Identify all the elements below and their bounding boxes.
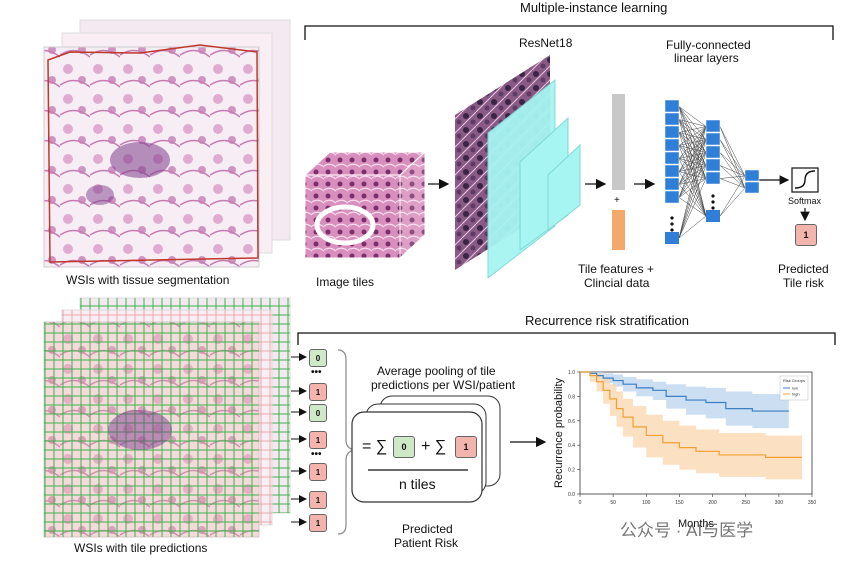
tile-ellipsis: ••• [311,449,322,460]
predicted-tile-risk-box: 1 [795,224,817,246]
fc-node [664,99,680,113]
fully-connected-layers [664,99,790,244]
fc-node [664,151,680,165]
tile-ellipsis: ••• [311,367,322,378]
km-legend-label-low: low [792,386,798,391]
fc-node [744,181,760,194]
fc-ellipsis-dot [670,222,674,226]
fc-node [705,158,721,172]
wsi-seg-label: WSIs with tissue segmentation [66,273,230,287]
formula-sum-1: = ∑ [362,438,388,455]
tile-prediction-box: 0 [309,349,327,367]
softmax-label: Softmax [788,196,822,206]
km-x-tick-label: 300 [775,500,784,506]
fc-node [664,112,680,126]
km-x-tick-label: 200 [708,500,717,506]
resnet-label: ResNet18 [519,36,573,50]
tile-arrows [291,353,307,526]
image-tiles-label: Image tiles [316,275,375,289]
km-x-tick-label: 50 [610,500,616,506]
clinical-data-vector [612,210,625,250]
km-x-tick-label: 250 [742,500,751,506]
wsi-segmentation-stack [43,19,291,268]
fc-node [705,119,721,133]
km-y-tick-label: 0.8 [568,394,575,400]
tile-prediction-box: 1 [309,431,327,449]
fc-node [664,177,680,191]
resnet18-block [455,55,581,280]
segmentation-outline [47,44,259,263]
fc-ellipsis-dot [670,228,674,232]
tile-prediction-box: 1 [309,514,327,532]
km-plot: 0 50 100 150 200 250 300 350 0.0 0.2 0.4 0.6 0.8 1.0 M… [553,370,816,530]
fc-node [705,171,721,185]
tile-prediction-box: 1 [309,383,327,401]
rrs-title: Recurrence risk stratification [525,313,689,328]
km-y-tick-label: 0.0 [568,492,575,498]
km-y-tick-label: 1.0 [568,370,575,376]
km-y-tick-label: 0.2 [568,468,575,474]
tile-prediction-box: 0 [309,404,327,422]
km-x-axis-label: Months [678,518,715,530]
km-x-tick-label: 350 [808,500,817,506]
fc-node [706,210,720,222]
predicted-tile-line2: Tile risk [783,276,824,290]
km-x-tick-label: 0 [579,500,582,506]
predicted-patient-line2: Patient Risk [394,536,459,550]
watermark: 公众号 · AI与医学 [620,521,754,540]
tile-prediction-box: 1 [309,463,327,481]
km-line-high [580,371,803,458]
km-ci-band-high [580,372,803,480]
km-y-tick-label: 0.4 [568,443,575,449]
fc-node [664,164,680,178]
image-tiles-cube [303,150,427,260]
predicted-patient-line1: Predicted [402,522,453,536]
fc-label-line2: linear layers [674,51,739,65]
fc-node [705,145,721,159]
plus-sign: + [614,195,620,206]
km-legend-label-high: high [792,392,800,397]
fc-node [664,138,680,152]
mil-title: Multiple-instance learning [520,0,668,15]
fc-ellipsis-dot [711,194,715,198]
tile-prediction-box: 1 [309,491,327,509]
formula-one-box: 1 [455,436,477,458]
fc-node [744,169,760,182]
avg-pooling-line2: predictions per WSI/patient [371,378,516,392]
km-x-tick-label: 150 [675,500,684,506]
fc-node [665,232,679,244]
predicted-tile-line1: Predicted [778,262,829,276]
fc-ellipsis-dot [711,200,715,204]
mil-bracket [304,25,834,40]
pooling-card [351,411,483,503]
tile-feature-vector [612,94,625,190]
formula-zero-box: 0 [393,436,415,458]
formula-sum-2: + ∑ [421,438,447,455]
fc-node [705,132,721,146]
km-y-axis-label: Recurrence probability [553,377,565,488]
wsi-pred-label: WSIs with tile predictions [74,541,208,555]
tile-features-line1: Tile features + [578,262,654,276]
fc-ellipsis-dot [711,206,715,210]
tile-features-line2: Clincial data [584,276,650,290]
n-tiles-label: n tiles [399,476,436,492]
avg-pooling-line1: Average pooling of tile [377,364,496,378]
km-y-tick-label: 0.6 [568,419,575,425]
fc-ellipsis-dot [670,216,674,220]
km-line-low [580,371,789,412]
fc-label-line1: Fully-connected [666,38,751,52]
fc-node [664,125,680,139]
wsi-prediction-stack [43,297,291,538]
km-legend-title: Risk Groups [783,378,805,383]
km-x-tick-label: 100 [642,500,651,506]
rrs-bracket [297,332,836,345]
fc-node [664,190,680,204]
km-ci-band-low [580,372,789,429]
